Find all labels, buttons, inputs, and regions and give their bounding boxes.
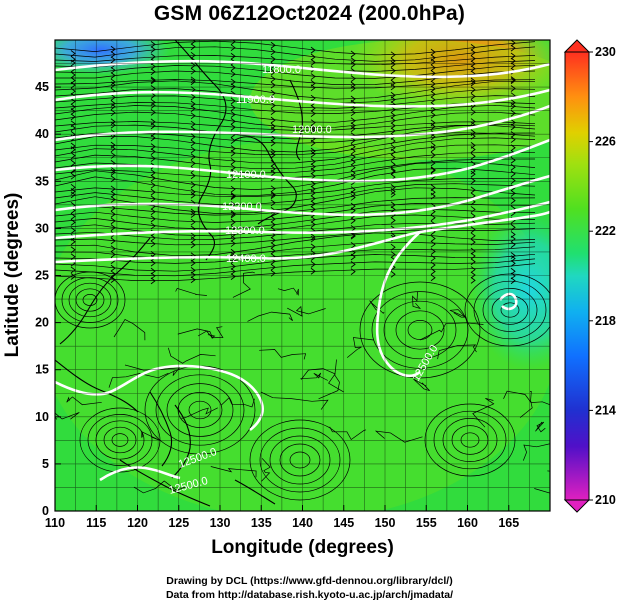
x-tick-label: 125 — [168, 516, 189, 530]
contour-label: 12300.0 — [225, 225, 265, 237]
y-tick-label: 45 — [35, 80, 49, 94]
colorbar-tick-label: 226 — [595, 135, 616, 149]
colorbar-tick-label: 222 — [595, 224, 616, 238]
x-tick-label: 155 — [416, 516, 437, 530]
x-axis-label: Longitude (degrees) — [211, 537, 394, 558]
x-tick-label: 150 — [375, 516, 396, 530]
x-tick-label: 110 — [45, 516, 65, 530]
y-tick-label: 40 — [35, 127, 49, 141]
contour-label: 12100.0 — [226, 169, 266, 181]
colorbar-tick-label: 230 — [595, 45, 616, 59]
contour-label: 11900.0 — [236, 94, 275, 106]
y-tick-label: 0 — [42, 504, 49, 518]
y-tick-label: 20 — [35, 316, 49, 330]
contour-label: 11800.0 — [262, 64, 301, 76]
contour-label: 12400.0 — [226, 253, 266, 265]
y-tick-label: 25 — [35, 269, 49, 283]
x-tick-label: 135 — [251, 516, 272, 530]
x-tick-label: 130 — [210, 516, 231, 530]
credit-drawing: Drawing by DCL (https://www.gfd-dennou.o… — [166, 575, 453, 587]
plot-area — [55, 40, 550, 511]
colorbar-bottom-arrow — [563, 499, 591, 513]
credit-data-source: Data from http://database.rish.kyoto-u.a… — [165, 589, 454, 601]
contour-label: 12200.0 — [222, 201, 262, 213]
x-tick-label: 140 — [292, 516, 313, 530]
y-tick-label: 15 — [35, 363, 49, 377]
x-tick-label: 115 — [86, 516, 106, 530]
y-axis-label: Latitude (degrees) — [2, 192, 23, 358]
colorbar-tick-label: 214 — [595, 403, 616, 417]
x-tick-label: 165 — [498, 516, 519, 530]
y-tick-label: 35 — [35, 174, 49, 188]
y-tick-label: 30 — [35, 221, 49, 235]
colorbar-top-arrow — [563, 39, 591, 53]
x-tick-label: 120 — [127, 516, 148, 530]
y-tick-label: 5 — [42, 457, 49, 471]
x-tick-label: 145 — [333, 516, 354, 530]
x-tick-label: 160 — [457, 516, 478, 530]
contour-label: 12000.0 — [292, 124, 332, 136]
colorbar-tick-label: 210 — [595, 493, 616, 507]
y-tick-label: 10 — [35, 410, 49, 424]
colorbar-gradient — [564, 51, 590, 501]
colorbar: 210 214 218 222 226 230 — [563, 39, 616, 513]
y-axis-ticks: 0 5 10 15 20 25 30 35 40 45 — [35, 80, 61, 518]
chart-title: GSM 06Z12Oct2024 (200.0hPa) — [153, 2, 466, 25]
colorbar-tick-label: 218 — [595, 314, 616, 328]
x-axis-ticks: 110 115 120 125 130 135 140 145 150 155 160 165 — [45, 505, 519, 530]
